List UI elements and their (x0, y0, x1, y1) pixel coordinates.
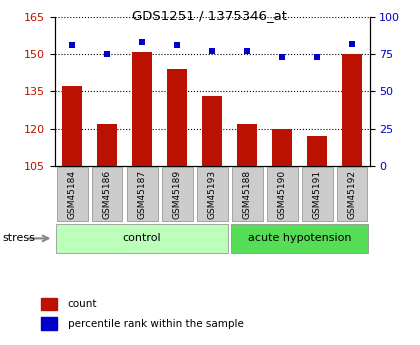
Text: GSM45187: GSM45187 (138, 169, 147, 219)
Text: GDS1251 / 1375346_at: GDS1251 / 1375346_at (132, 9, 288, 22)
Text: GSM45191: GSM45191 (312, 169, 322, 219)
Point (139, 40, 145, 45)
Point (244, 49, 250, 54)
Text: GSM45193: GSM45193 (207, 169, 217, 219)
Bar (231, 224, 368, 253)
Bar (132, 52, 152, 166)
Bar (63, 87, 82, 166)
Text: GSM45186: GSM45186 (102, 169, 112, 219)
Bar (342, 55, 362, 166)
Point (209, 49, 215, 54)
Bar (197, 167, 228, 221)
Point (174, 43, 181, 48)
Text: GSM45188: GSM45188 (243, 169, 252, 219)
Bar (337, 167, 368, 221)
Text: stress: stress (2, 234, 35, 243)
Text: control: control (123, 234, 161, 243)
Text: GSM45189: GSM45189 (173, 169, 181, 219)
Bar (41, 298, 57, 310)
Text: percentile rank within the sample: percentile rank within the sample (68, 319, 244, 329)
Bar (302, 167, 333, 221)
Point (279, 55, 286, 60)
Text: count: count (68, 299, 97, 309)
Point (349, 41, 355, 47)
Bar (273, 129, 292, 166)
Bar (307, 136, 327, 166)
Text: GSM45190: GSM45190 (278, 169, 286, 219)
Bar (202, 96, 222, 166)
Point (69, 43, 76, 48)
Bar (237, 124, 257, 166)
Bar (92, 167, 123, 221)
Point (314, 55, 320, 60)
Bar (168, 69, 187, 166)
Text: GSM45184: GSM45184 (68, 169, 76, 219)
Text: GSM45192: GSM45192 (348, 169, 357, 219)
Bar (162, 167, 192, 221)
Bar (232, 167, 262, 221)
Point (104, 51, 110, 57)
Bar (267, 167, 297, 221)
Bar (56, 224, 228, 253)
Bar (57, 167, 87, 221)
Bar (41, 317, 57, 330)
Text: acute hypotension: acute hypotension (248, 234, 352, 243)
Bar (97, 124, 117, 166)
Bar (127, 167, 158, 221)
